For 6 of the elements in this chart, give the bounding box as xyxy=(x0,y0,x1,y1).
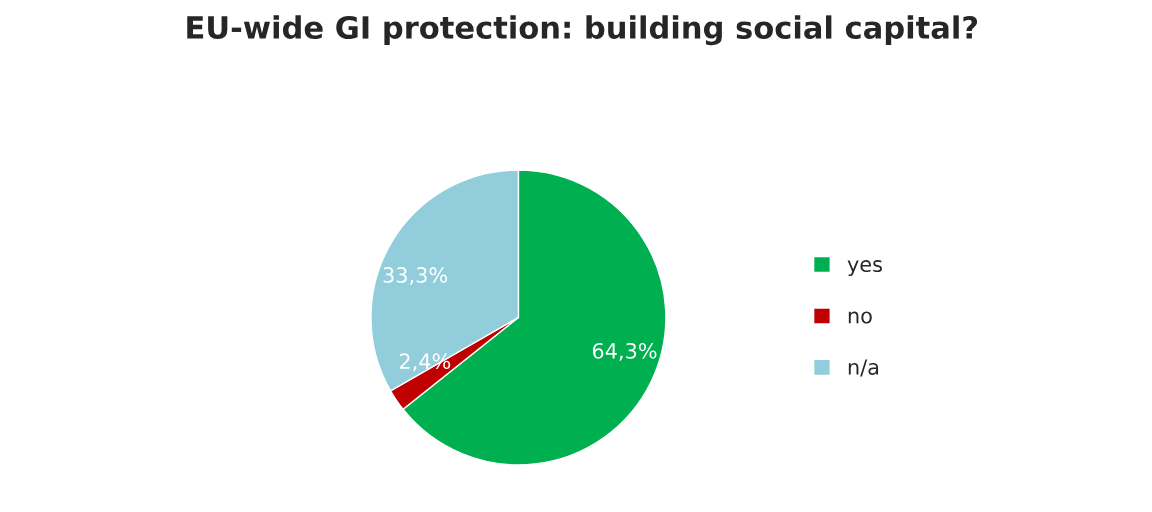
data-label: 33,3% xyxy=(383,267,448,285)
legend-label: yes xyxy=(847,260,882,277)
data-label: 64,3% xyxy=(592,342,657,361)
chart-title: EU-wide GI protection: building social capital? xyxy=(187,15,978,46)
legend-label: no xyxy=(848,311,872,324)
legend-label: n/a xyxy=(848,359,879,377)
